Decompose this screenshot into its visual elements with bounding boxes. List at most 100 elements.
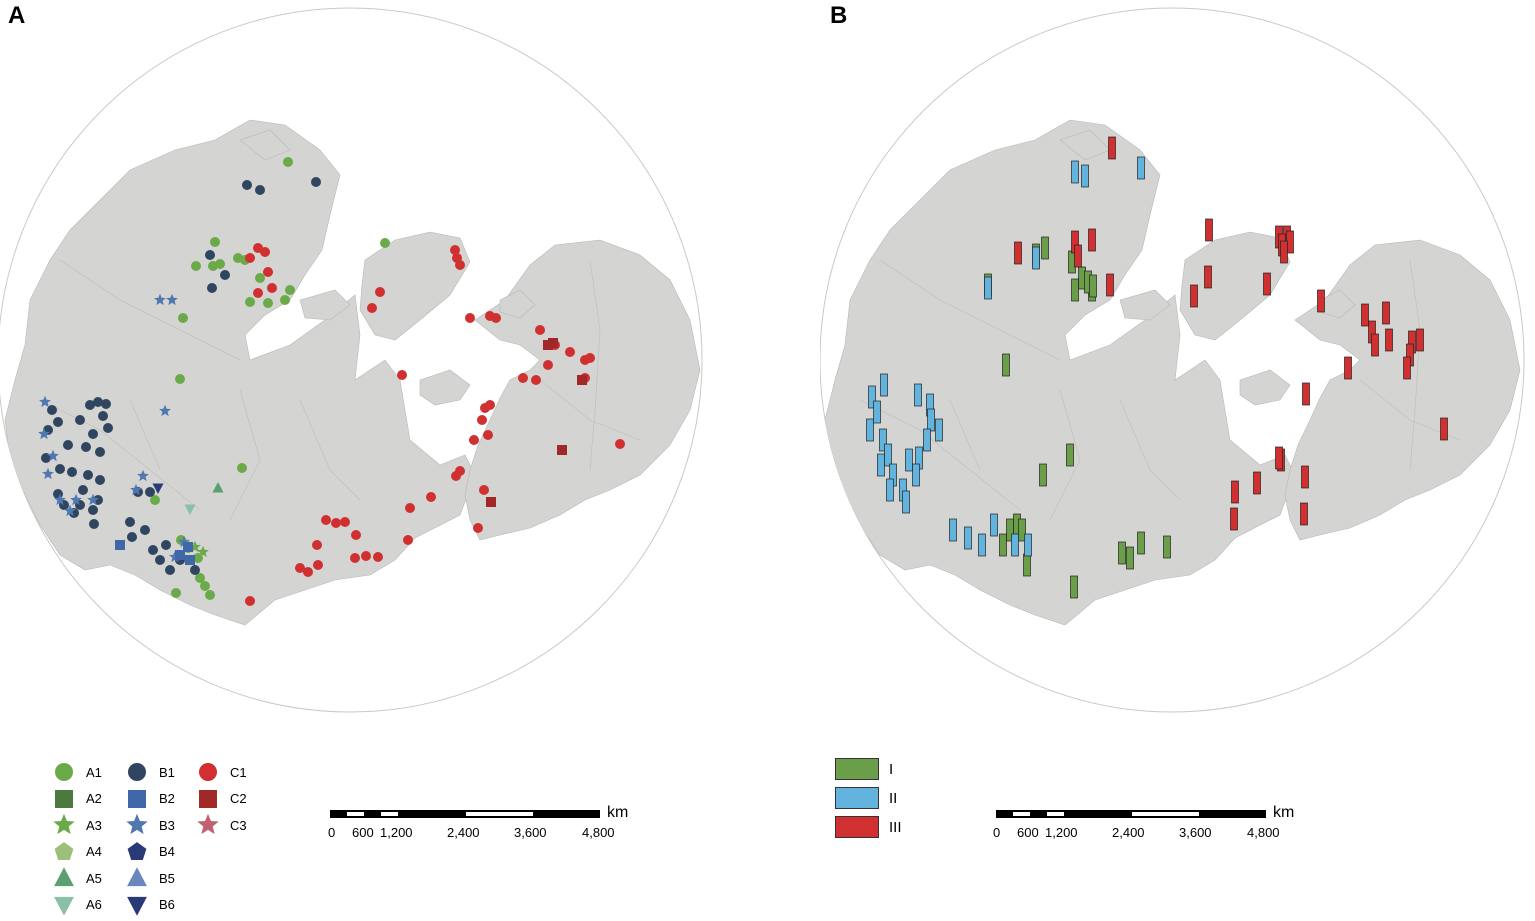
map-bar-iii	[1088, 228, 1096, 252]
map-point-c1	[295, 563, 305, 573]
legend-label: A2	[86, 791, 102, 806]
scalebar-a-unit: km	[607, 804, 629, 821]
map-bar-iii	[1014, 241, 1022, 265]
map-point-c1	[518, 373, 528, 383]
map-bar-ii	[927, 408, 935, 432]
map-point-c1	[479, 485, 489, 495]
legend-symbol-icon	[54, 896, 74, 916]
legend-item-b4: B4	[125, 840, 175, 864]
map-bar-iii	[1230, 507, 1238, 531]
map-point-c1	[373, 552, 383, 562]
map-point-b1	[67, 467, 77, 477]
country-borders	[859, 259, 1461, 521]
map-bar-ii	[1071, 160, 1079, 184]
legend-swatch	[835, 787, 879, 809]
country-borders	[39, 259, 641, 521]
map-bar-iii	[1074, 244, 1082, 268]
map-bar-ii	[884, 443, 892, 467]
map-point-c1	[535, 325, 545, 335]
landmass-greenland	[1179, 231, 1291, 341]
map-bar-ii	[873, 400, 881, 424]
map-bar-ii	[935, 418, 943, 442]
map-point-c1	[313, 560, 323, 570]
map-point-b1	[140, 525, 150, 535]
legend-item-a2: A2	[52, 787, 102, 811]
map-bar-ii	[964, 526, 972, 550]
legend-item-a3: A3	[52, 813, 102, 837]
scalebar-a-tick: 2,400	[447, 825, 480, 840]
legend-symbol-icon	[54, 867, 74, 887]
map-point-c1	[531, 375, 541, 385]
map-point-a1	[200, 581, 210, 591]
map-point-b2	[175, 550, 185, 560]
map-point-c1	[469, 435, 479, 445]
legend-item-b1: B1	[125, 760, 175, 784]
legend-symbol-icon	[127, 867, 147, 887]
map-point-c1	[260, 247, 270, 257]
map-point-b3	[166, 293, 178, 306]
map-bar-iii	[1231, 480, 1239, 504]
legend-item-iii: III	[835, 816, 902, 838]
map-bar-i	[1066, 443, 1074, 467]
legend-label: B2	[159, 791, 175, 806]
map-point-b3	[38, 427, 50, 440]
map-point-c1	[340, 517, 350, 527]
legend-label: I	[889, 760, 894, 778]
map-bar-i	[1041, 236, 1049, 260]
map-point-c1	[403, 535, 413, 545]
legend-item-a1: A1	[52, 760, 102, 784]
map-point-b1	[41, 453, 51, 463]
map-point-b1	[53, 417, 63, 427]
map-bar-ii	[914, 383, 922, 407]
map-point-b1	[161, 540, 171, 550]
map-point-c1	[361, 551, 371, 561]
legend-item-ii: II	[835, 787, 897, 809]
legend-symbol-icon	[199, 789, 217, 808]
map-point-b3	[42, 467, 54, 480]
map-point-b1	[127, 532, 137, 542]
legend-label: A5	[86, 870, 102, 886]
map-point-b2	[183, 542, 193, 552]
map-bar-iii	[1301, 465, 1309, 489]
map-bar-iii	[1106, 273, 1114, 297]
map-point-c1	[455, 260, 465, 270]
map-point-c2	[577, 375, 587, 385]
map-point-a1	[380, 238, 390, 248]
map-bar-ii	[1137, 156, 1145, 180]
map-point-c1	[245, 596, 255, 606]
map-point-a1	[285, 285, 295, 295]
map-point-c1	[321, 515, 331, 525]
map-point-b3	[70, 493, 82, 506]
map-point-c2	[557, 445, 567, 455]
map-bar-iii	[1253, 471, 1261, 495]
map-point-b1	[207, 283, 217, 293]
map-point-c1	[491, 313, 501, 323]
map-point-b1	[78, 485, 88, 495]
map-point-b1	[95, 447, 105, 457]
legend-label: C2	[230, 791, 247, 806]
scalebar-b-tick: 4,800	[1247, 825, 1280, 840]
map-b	[820, 7, 1525, 713]
map-point-c1	[477, 415, 487, 425]
map-bar-iii	[1205, 218, 1213, 242]
map-point-b1	[93, 397, 103, 407]
landmass-arctic-fragments	[239, 129, 351, 321]
legend-label: B4	[159, 844, 175, 859]
map-point-b1	[220, 270, 230, 280]
map-point-a1	[171, 588, 181, 598]
map-point-b1	[81, 442, 91, 452]
legend-swatch	[835, 758, 879, 780]
map-bar-i	[1002, 353, 1010, 377]
map-point-a1	[263, 298, 273, 308]
map-bar-iii	[1416, 328, 1424, 352]
map-point-a3	[197, 545, 209, 558]
map-point-c1	[312, 540, 322, 550]
map-bar-ii	[905, 448, 913, 472]
map-point-c1	[375, 287, 385, 297]
map-point-b1	[53, 489, 63, 499]
map-point-a1	[233, 253, 243, 263]
map-bar-ii	[880, 373, 888, 397]
map-point-b6	[152, 483, 164, 494]
map-bar-iii	[1403, 356, 1411, 380]
legend-label: II	[889, 789, 898, 807]
